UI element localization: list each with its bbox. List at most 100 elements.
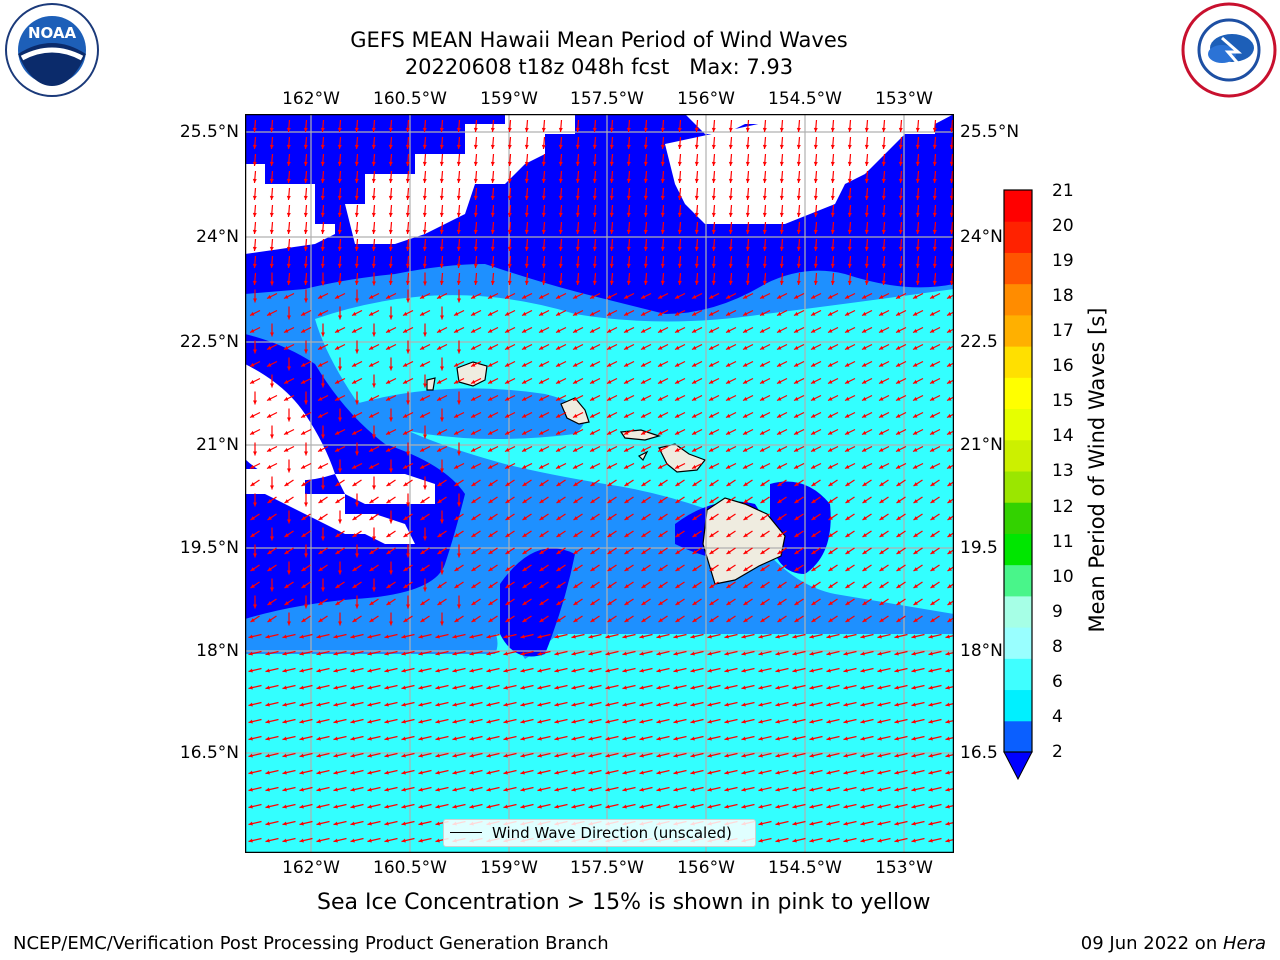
wind-wave-arrowhead [622,804,627,809]
wind-wave-arrowhead [541,280,546,285]
title-line2: 20220608 t18z 048h fcst Max: 7.93 [404,55,794,79]
wind-wave-arrowhead [299,753,304,758]
wind-wave-arrowhead [539,430,544,435]
wind-wave-arrowhead [301,584,306,588]
wind-wave-arrowhead [590,464,595,469]
wind-wave-arrowhead [486,634,491,639]
wind-wave-arrowhead [333,668,338,673]
wind-wave-arrowhead [743,601,748,605]
wind-wave-arrowhead [488,362,493,367]
wind-wave-arrowhead [303,263,308,268]
wind-wave-arrowhead [675,499,680,503]
wind-wave-arrowhead [879,567,884,571]
wind-wave-arrowhead [862,618,867,622]
wind-wave-arrowhead [575,280,580,285]
wind-wave-arrowhead [862,447,867,452]
wind-wave-arrowhead [932,127,937,132]
wind-wave-arrowhead [369,567,374,571]
wind-wave-arrowhead [524,280,529,285]
wind-wave-arrowhead [762,144,767,149]
wind-wave-arrowhead [316,804,321,809]
wind-wave-arrowhead [928,736,933,741]
wind-wave-arrowhead [388,127,393,132]
maui-island [658,443,706,473]
wind-wave-arrowhead [692,533,697,537]
wind-wave-arrowhead [760,345,765,350]
wind-wave-arrowhead [337,212,342,217]
wind-wave-arrowhead [641,584,646,588]
wind-wave-arrowhead [862,601,867,605]
wind-wave-arrowhead [643,127,648,132]
wind-wave-arrowhead [913,345,918,350]
wind-wave-arrowhead [403,430,408,435]
wind-wave-arrowhead [252,178,257,183]
wind-wave-arrowhead [828,499,833,503]
wind-wave-arrowhead [488,294,493,299]
wind-wave-arrowhead [384,634,389,639]
wind-wave-arrowhead [558,212,563,217]
wind-wave-arrowhead [796,195,801,200]
wind-wave-arrowhead [590,550,595,554]
wind-wave-arrowhead [777,328,782,333]
wind-wave-arrowhead [354,127,359,132]
wind-wave-arrowhead [675,362,680,367]
wind-wave-arrowhead [369,499,374,503]
wind-wave-arrowhead [896,396,901,401]
wind-wave-arrowhead [726,516,731,520]
wind-wave-arrowhead [915,178,920,183]
wind-wave-arrowhead [775,702,780,707]
wind-wave-arrowhead [388,246,393,251]
wind-wave-arrowhead [440,519,444,524]
wind-wave-arrowhead [537,668,542,673]
wind-wave-arrowhead [743,550,748,554]
colorbar-tick: 14 [1052,426,1074,446]
wind-wave-arrowhead [590,294,595,299]
wind-wave-arrowhead [337,161,342,166]
wind-wave-arrowhead [520,804,525,809]
wind-wave-arrowhead [522,567,527,571]
wind-wave-arrowhead [675,311,680,316]
wind-wave-arrowhead [675,482,680,486]
wind-wave-arrowhead [270,281,274,286]
wind-wave-arrowhead [792,770,797,775]
wind-wave-arrowhead [270,383,274,388]
wind-wave-arrowhead [913,516,918,520]
left-lat-tick: 16.5°N [179,743,239,763]
wind-wave-arrowhead [690,770,695,775]
title-line1: GEFS MEAN Hawaii Mean Period of Wind Wav… [350,28,848,52]
wind-wave-arrowhead [911,668,916,673]
wind-wave-arrowhead [454,328,459,333]
wind-wave-arrowhead [930,447,935,452]
wind-wave-arrowhead [624,584,629,588]
wind-wave-arrowhead [728,246,733,251]
wind-wave-arrowhead [299,838,304,843]
wind-wave-arrowhead [420,567,425,571]
wind-wave-arrowhead [318,567,323,571]
wind-wave-arrowhead [794,464,799,469]
wind-wave-arrowhead [440,315,444,320]
wind-wave-arrowhead [743,499,748,503]
wind-wave-arrowhead [522,430,527,435]
wind-wave-arrowhead [896,550,901,554]
wind-wave-arrowhead [372,332,376,337]
wind-wave-arrowhead [250,533,255,537]
wind-wave-arrowhead [826,685,831,690]
wind-wave-arrowhead [809,634,814,639]
wind-wave-arrowhead [945,770,950,775]
wind-wave-arrowhead [760,618,765,622]
wind-wave-arrowhead [269,212,274,217]
wind-wave-arrowhead [469,702,474,707]
wind-wave-arrowhead [913,499,918,503]
wind-wave-arrowhead [371,263,376,268]
wind-wave-arrowhead [898,144,903,149]
wind-wave-arrowhead [592,229,597,234]
colorbar-segment [1004,689,1032,722]
wind-wave-arrowhead [318,499,323,503]
wind-wave-arrowhead [248,702,253,707]
wind-wave-arrowhead [828,618,833,622]
wind-wave-arrowhead [809,719,814,724]
wind-wave-arrowhead [607,584,612,588]
wind-wave-arrowhead [894,668,899,673]
wind-wave-arrowhead [507,280,512,285]
wind-wave-arrowhead [352,413,357,418]
